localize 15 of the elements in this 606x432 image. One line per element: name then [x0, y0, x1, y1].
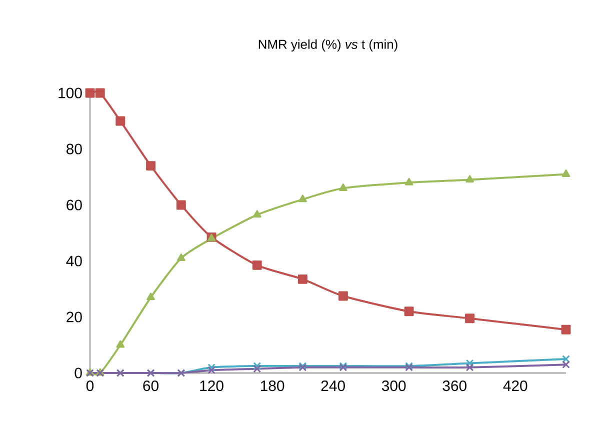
x-tick-label: 120 — [200, 380, 224, 392]
chart-title: NMR yield (%) vs t (min) — [258, 39, 398, 52]
x-tick-label: 60 — [143, 380, 158, 392]
x-tick-label: 420 — [503, 380, 528, 392]
y-tick-label: 0 — [74, 368, 82, 378]
y-tick-label: 100 — [58, 88, 82, 98]
x-tick-label: 0 — [86, 380, 94, 392]
x-tick-label: 300 — [382, 380, 406, 392]
x-tick-label: 240 — [321, 380, 345, 392]
y-tick-label: 80 — [66, 144, 82, 154]
x-tick-label: 180 — [260, 380, 284, 392]
y-tick-label: 20 — [66, 312, 82, 322]
y-tick-label: 60 — [66, 200, 82, 210]
x-tick-label: 360 — [442, 380, 466, 392]
y-tick-label: 40 — [66, 256, 82, 266]
